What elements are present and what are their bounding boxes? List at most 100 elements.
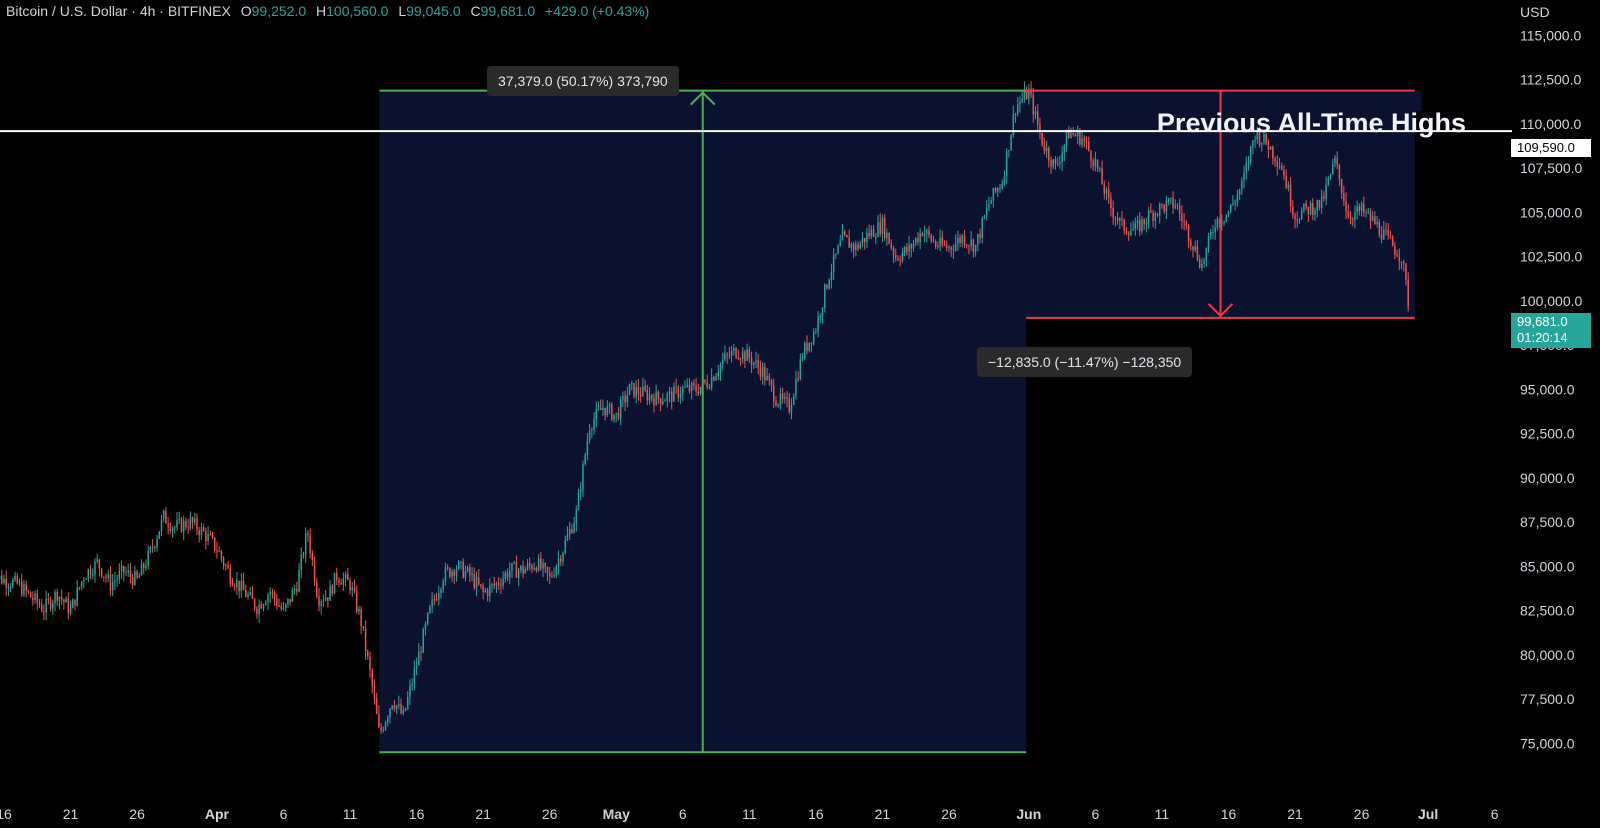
candle-body bbox=[347, 574, 349, 581]
candle-body bbox=[209, 534, 212, 536]
candle-body bbox=[1065, 131, 1068, 145]
candle-body bbox=[1241, 180, 1243, 190]
candle-body bbox=[449, 568, 451, 577]
candle-body bbox=[333, 572, 336, 594]
candle-body bbox=[1001, 183, 1003, 188]
candle-body bbox=[1391, 237, 1394, 246]
candle-body bbox=[635, 386, 637, 397]
candle-body bbox=[726, 354, 728, 356]
candle-body bbox=[393, 705, 396, 709]
candle-body bbox=[817, 316, 819, 332]
candle-body bbox=[1101, 168, 1103, 185]
candle-body bbox=[229, 568, 232, 584]
candle-body bbox=[1365, 211, 1367, 213]
candle-body bbox=[14, 575, 16, 580]
candle-body bbox=[695, 385, 697, 392]
candle-body bbox=[759, 367, 762, 378]
candle-body bbox=[253, 598, 256, 609]
close-label: C bbox=[470, 3, 481, 19]
candle-body bbox=[1216, 218, 1219, 228]
candle-body bbox=[1136, 220, 1139, 224]
candle-body bbox=[29, 592, 32, 598]
candle-body bbox=[311, 553, 314, 561]
candle-body bbox=[571, 528, 573, 533]
candle-body bbox=[1294, 215, 1296, 220]
candle-body bbox=[604, 407, 606, 416]
candle-body bbox=[542, 563, 544, 569]
candle-body bbox=[686, 385, 688, 387]
candle-body bbox=[466, 567, 469, 572]
candle-body bbox=[198, 530, 200, 536]
candle-body bbox=[977, 233, 979, 245]
candle-body bbox=[1045, 147, 1048, 152]
price-tick-label: 115,000.0 bbox=[1520, 27, 1581, 43]
candle-body bbox=[444, 567, 447, 582]
candle-body bbox=[475, 577, 478, 588]
candle-body bbox=[733, 348, 735, 351]
time-tick-label: 6 bbox=[280, 806, 288, 822]
candle-body bbox=[196, 518, 198, 531]
candle-body bbox=[1121, 218, 1123, 220]
candle-body bbox=[36, 593, 39, 603]
candle-body bbox=[941, 237, 944, 245]
candle-body bbox=[779, 393, 782, 405]
candle-body bbox=[1112, 208, 1114, 218]
candle-body bbox=[236, 580, 238, 588]
candle-body bbox=[522, 565, 524, 574]
candle-body bbox=[12, 579, 14, 587]
candle-body bbox=[637, 386, 640, 395]
candle-body bbox=[7, 587, 10, 589]
candle-body bbox=[1090, 150, 1092, 162]
candle-body bbox=[1369, 211, 1372, 221]
candle-body bbox=[3, 578, 5, 584]
candle-body bbox=[1183, 221, 1185, 223]
symbol-title[interactable]: Bitcoin / U.S. Dollar · 4h · BITFINEX bbox=[6, 3, 231, 19]
candle-body bbox=[1314, 210, 1316, 215]
candle-body bbox=[1272, 146, 1274, 159]
candle-body bbox=[528, 563, 531, 566]
high-value: 100,560.0 bbox=[326, 3, 389, 19]
candle-body bbox=[473, 574, 476, 588]
candle-body bbox=[327, 597, 329, 601]
candle-body bbox=[717, 372, 720, 376]
candle-body bbox=[482, 585, 484, 592]
candle-body bbox=[972, 239, 975, 253]
candle-body bbox=[877, 222, 879, 237]
candle-body bbox=[322, 600, 325, 602]
candle-body bbox=[906, 247, 908, 252]
candle-body bbox=[1028, 88, 1030, 100]
candle-body bbox=[599, 408, 602, 410]
candle-body bbox=[1123, 219, 1125, 231]
candle-body bbox=[983, 215, 986, 219]
candle-body bbox=[1198, 259, 1201, 268]
candle-body bbox=[43, 611, 45, 613]
candle-body bbox=[1143, 218, 1145, 224]
candle-body bbox=[1156, 213, 1159, 216]
candle-body bbox=[937, 246, 939, 248]
currency-selector[interactable]: USD bbox=[1520, 4, 1550, 20]
candle-body bbox=[1099, 168, 1101, 170]
candle-body bbox=[850, 243, 853, 248]
candle-body bbox=[755, 360, 757, 363]
candle-body bbox=[1, 575, 3, 584]
candle-body bbox=[826, 284, 828, 289]
candle-body bbox=[724, 354, 726, 360]
candle-body bbox=[928, 230, 930, 235]
candle-body bbox=[344, 574, 347, 579]
candle-body bbox=[1309, 203, 1312, 215]
candle-body bbox=[730, 350, 733, 357]
candle-body bbox=[546, 566, 549, 574]
candle-body bbox=[537, 558, 540, 571]
candle-body bbox=[433, 599, 436, 601]
candle-body bbox=[699, 386, 702, 394]
candle-body bbox=[493, 584, 495, 586]
candle-body bbox=[517, 570, 520, 578]
candle-body bbox=[1119, 218, 1121, 221]
candle-body bbox=[533, 567, 535, 570]
candle-body bbox=[797, 378, 799, 380]
candle-body bbox=[557, 558, 560, 567]
candle-body bbox=[258, 603, 260, 615]
candle-body bbox=[631, 383, 633, 385]
candle-body bbox=[890, 243, 893, 249]
